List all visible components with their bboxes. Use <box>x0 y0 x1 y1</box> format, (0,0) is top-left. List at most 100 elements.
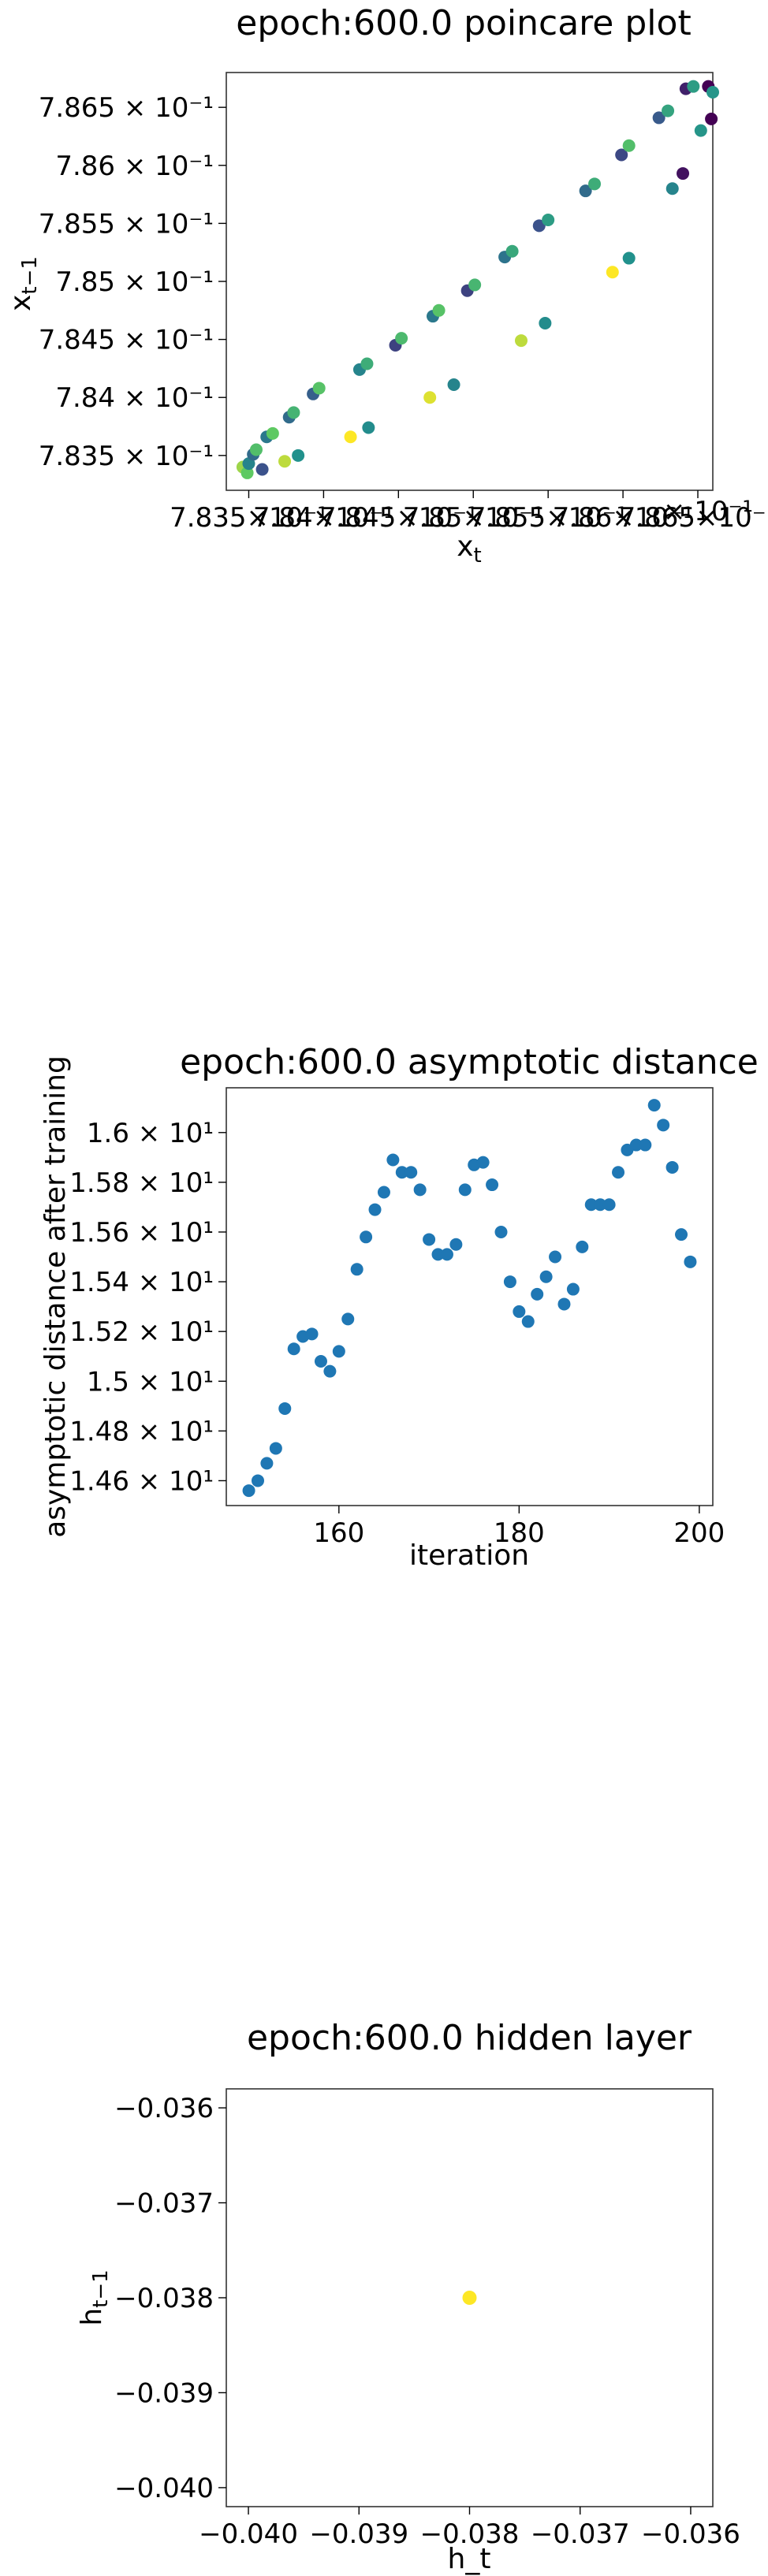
y-tick-label: 1.56 × 10¹ <box>69 1217 214 1249</box>
scatter-point <box>432 303 446 317</box>
scatter-point <box>622 139 636 152</box>
x-tick-label: −0.037 <box>531 2518 630 2550</box>
scatter-point <box>532 219 546 233</box>
x-tick-label: 7.835×10⁻¹ <box>170 502 328 534</box>
hidden-layer-plot: epoch:600.0 hidden layer −0.040 −0.039 −0.… <box>76 2018 740 2575</box>
scatter-point <box>447 378 460 392</box>
asymptotic-x-ticks: 160 180 200 <box>313 1506 725 1549</box>
scatter-point <box>360 357 374 370</box>
scatter-point <box>486 1178 499 1192</box>
y-tick-label: 1.54 × 10¹ <box>69 1267 214 1298</box>
scatter-point <box>539 317 552 329</box>
y-tick-label: 7.855 × 10⁻¹ <box>39 208 214 240</box>
scatter-point <box>431 1248 445 1261</box>
scatter-point <box>662 104 675 117</box>
x-tick-label: 7.845×10⁻¹ <box>319 502 478 534</box>
scatter-point <box>255 463 269 476</box>
scatter-point <box>639 1138 652 1152</box>
scatter-point <box>675 1228 688 1241</box>
scatter-point <box>602 1198 616 1212</box>
scatter-point <box>377 1186 390 1199</box>
scatter-point <box>368 1203 382 1216</box>
x-tick-label: 180 <box>494 1517 545 1549</box>
scatter-point <box>588 177 602 191</box>
scatter-point <box>242 1484 255 1498</box>
y-tick-label: 1.48 × 10¹ <box>69 1416 214 1447</box>
poincare-title: epoch:600.0 poincare plot <box>236 3 691 43</box>
x-tick-label: 7.86×10⁻¹ <box>553 502 694 534</box>
scatter-point <box>615 148 628 162</box>
scatter-point <box>657 1119 670 1132</box>
asymptotic-title: epoch:600.0 asymptotic distance <box>180 1042 759 1082</box>
scatter-point <box>344 430 357 444</box>
scatter-point <box>694 124 707 137</box>
scatter-point <box>557 1297 571 1311</box>
scatter-point <box>278 1402 292 1415</box>
scatter-point <box>449 1238 463 1251</box>
scatter-point <box>332 1345 345 1358</box>
x-tick-label: −0.036 <box>641 2518 740 2550</box>
scatter-point <box>494 1225 508 1238</box>
asymptotic-y-ticks: 1.46 × 10¹ 1.48 × 10¹ 1.5 × 10¹ 1.52 × 10¹ 1… <box>69 1118 226 1497</box>
scatter-point <box>362 421 375 434</box>
y-tick-label: 1.58 × 10¹ <box>69 1167 214 1199</box>
asymptotic-x-axis-label: iteration <box>409 1539 529 1572</box>
scatter-point <box>423 391 437 404</box>
scatter-point <box>440 1248 453 1261</box>
scatter-point <box>458 1183 472 1197</box>
poincare-x-label-main: x <box>457 530 473 563</box>
scatter-point <box>278 455 292 468</box>
y-tick-label: 7.845 × 10⁻¹ <box>39 325 214 356</box>
scatter-point <box>665 1160 679 1174</box>
hidden-layer-x-ticks: −0.040 −0.039 −0.038 −0.037 −0.036 <box>199 2507 740 2550</box>
scatter-point <box>584 1198 598 1212</box>
hidden-layer-y-ticks: −0.040 −0.039 −0.038 −0.037 −0.036 <box>114 2093 226 2504</box>
poincare-y-label-sub: t−1 <box>18 256 42 295</box>
poincare-y-label-main: x <box>5 295 37 311</box>
scatter-point <box>269 1442 282 1455</box>
asymptotic-distance-plot: epoch:600.0 asymptotic distance 1.46 × 1… <box>39 1042 759 1572</box>
scatter-point <box>513 1305 526 1318</box>
scatter-point <box>292 449 305 462</box>
scatter-point <box>606 266 619 279</box>
scatter-point <box>503 1275 516 1289</box>
y-tick-label: −0.040 <box>114 2473 214 2504</box>
poincare-y-axis-label: xt−1 <box>5 256 42 311</box>
scatter-point <box>542 213 555 226</box>
y-tick-label: −0.039 <box>114 2377 214 2409</box>
scatter-point <box>677 167 690 181</box>
scatter-point <box>647 1099 661 1112</box>
scatter-point <box>579 184 592 198</box>
y-tick-label: 7.835 × 10⁻¹ <box>39 441 214 472</box>
scatter-point <box>684 1255 697 1268</box>
hidden-layer-title: epoch:600.0 hidden layer <box>247 2018 692 2058</box>
x-tick-label: 7.855×10⁻¹ <box>469 502 628 534</box>
scatter-point <box>405 1166 418 1179</box>
scatter-point <box>576 1240 589 1253</box>
scatter-point <box>251 1474 264 1487</box>
asymptotic-points <box>242 1099 697 1498</box>
scatter-point <box>652 111 665 125</box>
scatter-point <box>360 1230 373 1244</box>
y-tick-label: 1.6 × 10¹ <box>87 1118 214 1149</box>
x-tick-label: 160 <box>313 1517 364 1549</box>
scatter-point <box>395 332 408 345</box>
y-tick-label: 7.865 × 10⁻¹ <box>39 92 214 124</box>
scatter-point <box>549 1250 562 1264</box>
y-tick-label: 7.86 × 10⁻¹ <box>55 151 214 182</box>
scatter-point <box>476 1156 490 1169</box>
scatter-point <box>395 1166 408 1179</box>
hidden-layer-points <box>462 2291 477 2305</box>
asymptotic-y-axis-label: asymptotic distance after training <box>39 1055 72 1538</box>
x-tick-label: −0.038 <box>420 2518 520 2550</box>
scatter-point <box>612 1166 625 1179</box>
scatter-point <box>705 112 718 125</box>
y-tick-label: 1.46 × 10¹ <box>69 1465 214 1497</box>
scatter-point <box>687 80 700 93</box>
y-tick-label: 1.5 × 10¹ <box>87 1366 214 1398</box>
scatter-point <box>462 2291 477 2305</box>
scatter-point <box>629 1138 643 1152</box>
y-tick-label: 1.52 × 10¹ <box>69 1316 214 1348</box>
hidden-layer-y-axis-label: ht−1 <box>76 2269 113 2325</box>
